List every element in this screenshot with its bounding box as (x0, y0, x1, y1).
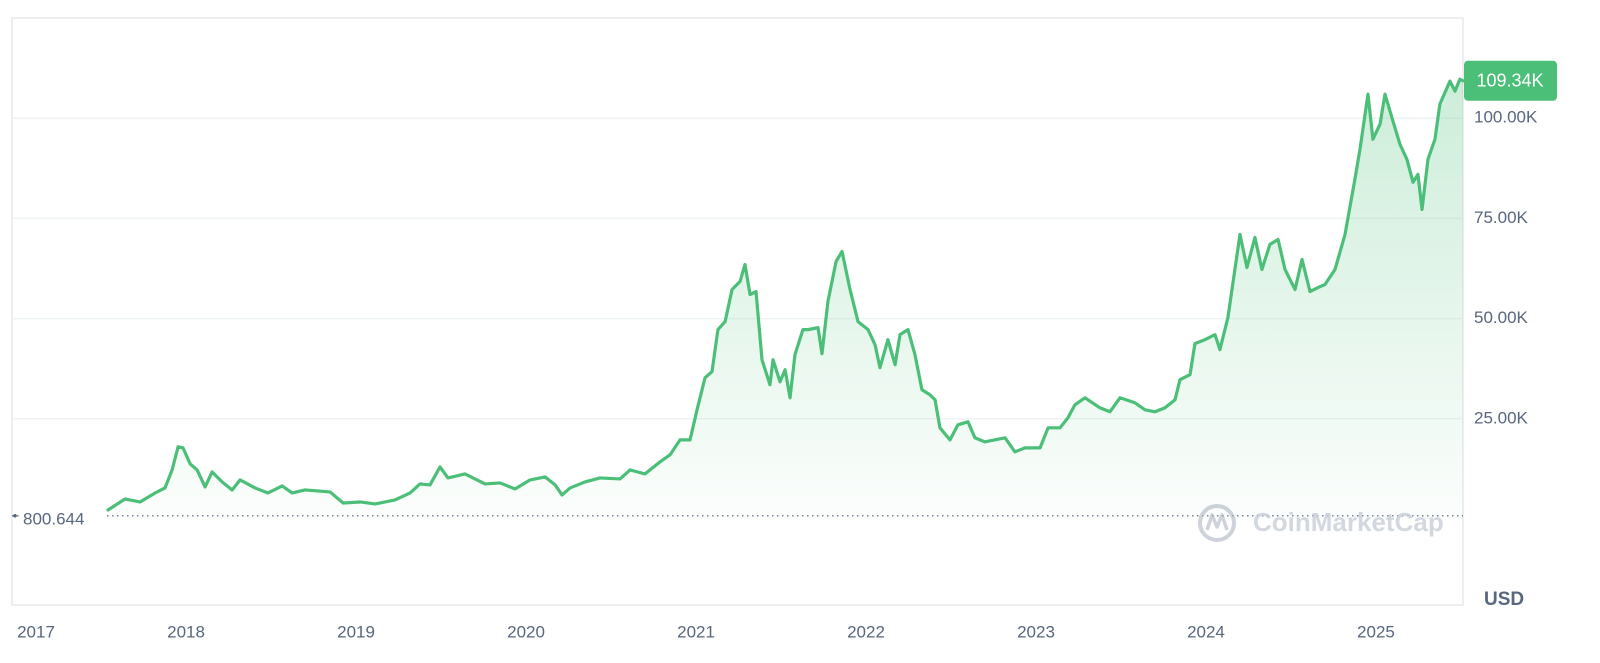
y-tick-label: 25.00K (1474, 408, 1529, 427)
series (106, 77, 1465, 520)
x-tick-label: 2021 (677, 622, 715, 641)
x-tick-label: 2023 (1017, 622, 1055, 641)
x-tick-label: 2022 (847, 622, 885, 641)
y-axis-label: USD (1484, 589, 1524, 610)
y-tick-label: 75.00K (1474, 208, 1529, 227)
x-tick-label: 2024 (1187, 622, 1225, 641)
x-tick-label: 2018 (167, 622, 205, 641)
last-price-badge (1464, 60, 1557, 101)
start-price-label: 800.644 (23, 509, 84, 528)
x-tick-label: 2019 (337, 622, 375, 641)
labels: 25.00K 50.00K 75.00K 100.00K 2017 2018 2019 202… (13, 60, 1557, 641)
start-price-dot (13, 513, 17, 518)
x-tick-label: 2017 (17, 622, 55, 641)
x-tick-label: 2020 (507, 622, 545, 641)
price-area (108, 79, 1463, 520)
y-tick-label: 100.00K (1474, 108, 1538, 127)
start-price-label-bg (19, 504, 105, 527)
last-price-label: 109.34K (1476, 71, 1543, 91)
price-line (106, 77, 1465, 512)
x-tick-label: 2025 (1357, 622, 1395, 641)
y-tick-label: 50.00K (1474, 308, 1529, 327)
